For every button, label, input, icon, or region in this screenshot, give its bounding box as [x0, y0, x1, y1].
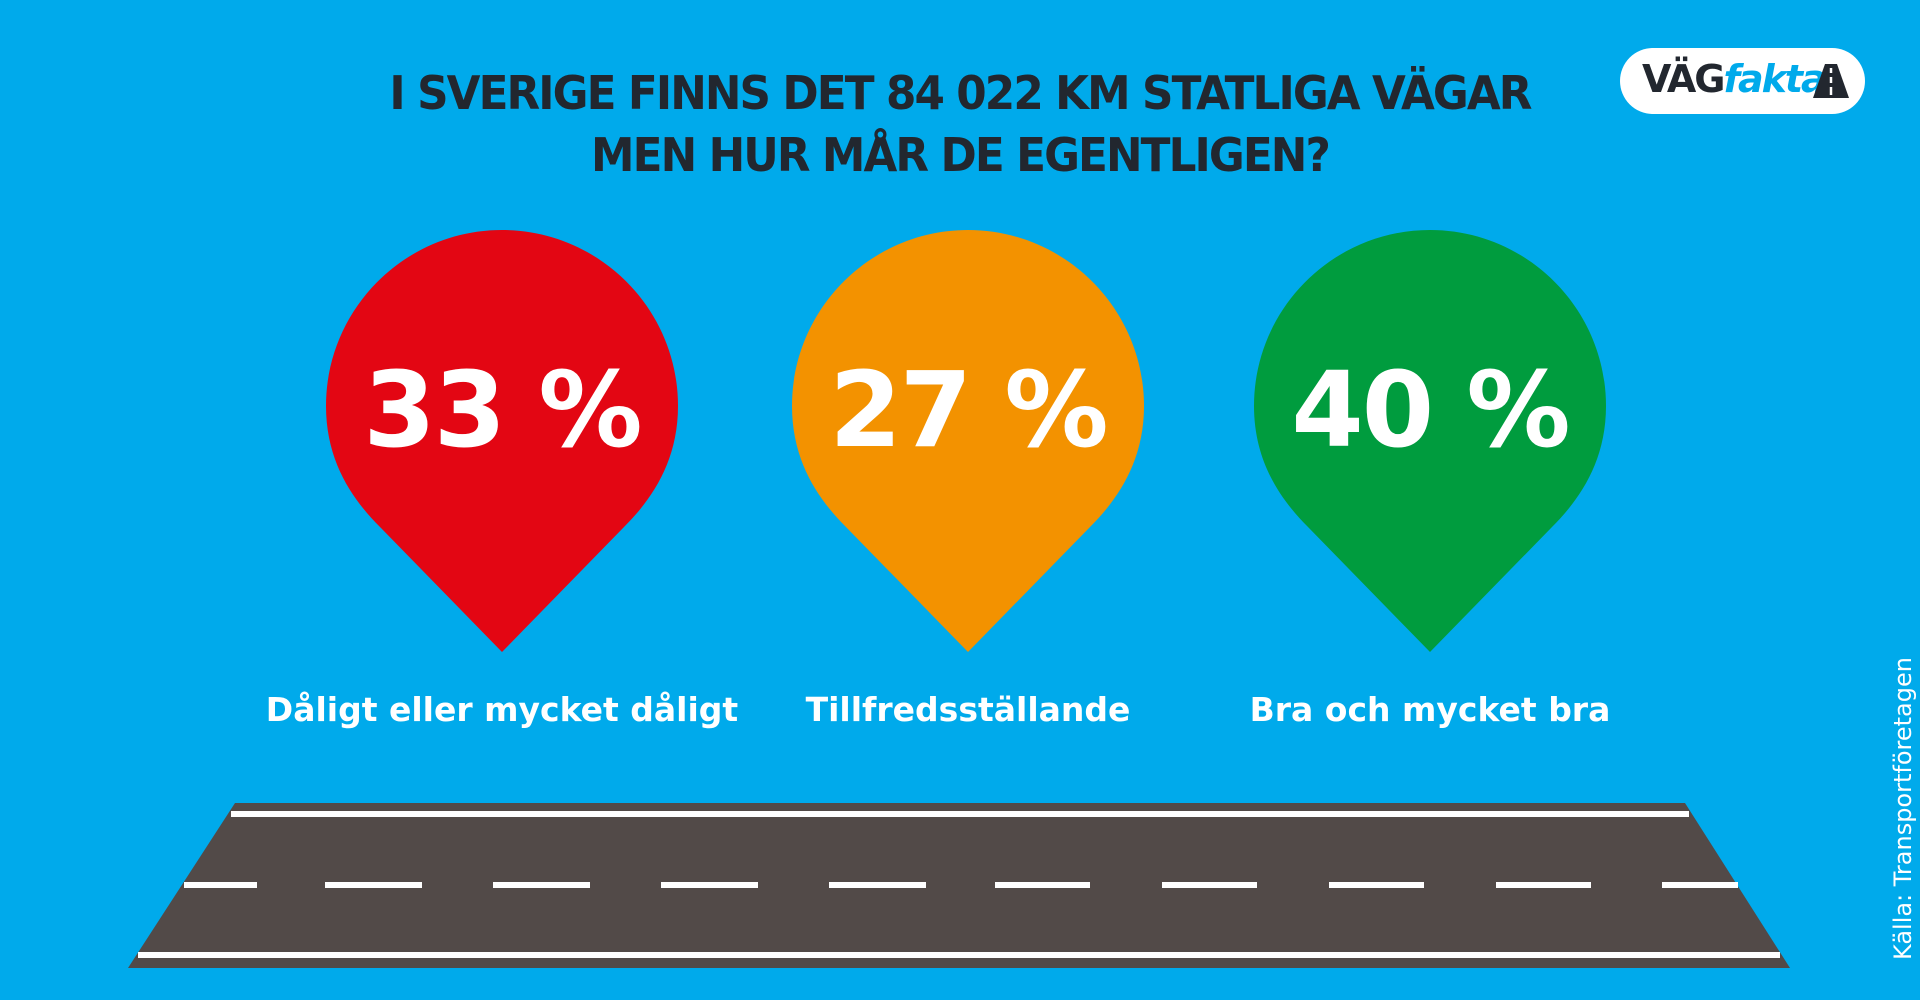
pin-good: 40 % — [1254, 230, 1606, 652]
title-line-1: I SVERIGE FINNS DET 84 022 KM STATLIGA V… — [389, 66, 1532, 120]
title-line-2: MEN HUR MÅR DE EGENTLIGEN? — [591, 128, 1331, 182]
road-surface — [128, 803, 1790, 968]
vagfakta-logo: VÄGfakta — [1620, 48, 1865, 114]
pin-satisfactory-shape — [792, 230, 1144, 652]
logo-text-vag: VÄG — [1642, 57, 1725, 101]
pin-satisfactory: 27 % — [792, 230, 1144, 652]
pin-poor-shape — [326, 230, 678, 652]
map-pin-icon — [1254, 230, 1606, 652]
pin-poor: 33 % — [326, 230, 678, 652]
logo-wordmark: VÄGfakta — [1642, 53, 1827, 105]
map-pin-icon — [792, 230, 1144, 652]
road-icon — [1813, 64, 1849, 98]
page-title: I SVERIGE FINNS DET 84 022 KM STATLIGA V… — [48, 62, 1872, 186]
label-poor: Dåligt eller mycket dåligt — [265, 690, 739, 729]
logo-text-fakta: fakta — [1723, 57, 1826, 101]
pin-good-shape — [1254, 230, 1606, 652]
pin-satisfactory-value: 27 % — [829, 349, 1108, 471]
pin-good-value: 40 % — [1291, 349, 1570, 471]
source-credit: Källa: Transportföretagen — [1889, 657, 1917, 960]
label-satisfactory: Tillfredsställande — [805, 690, 1131, 729]
map-pin-icon — [326, 230, 678, 652]
label-good: Bra och mycket bra — [1249, 690, 1611, 729]
pin-poor-value: 33 % — [363, 349, 642, 471]
